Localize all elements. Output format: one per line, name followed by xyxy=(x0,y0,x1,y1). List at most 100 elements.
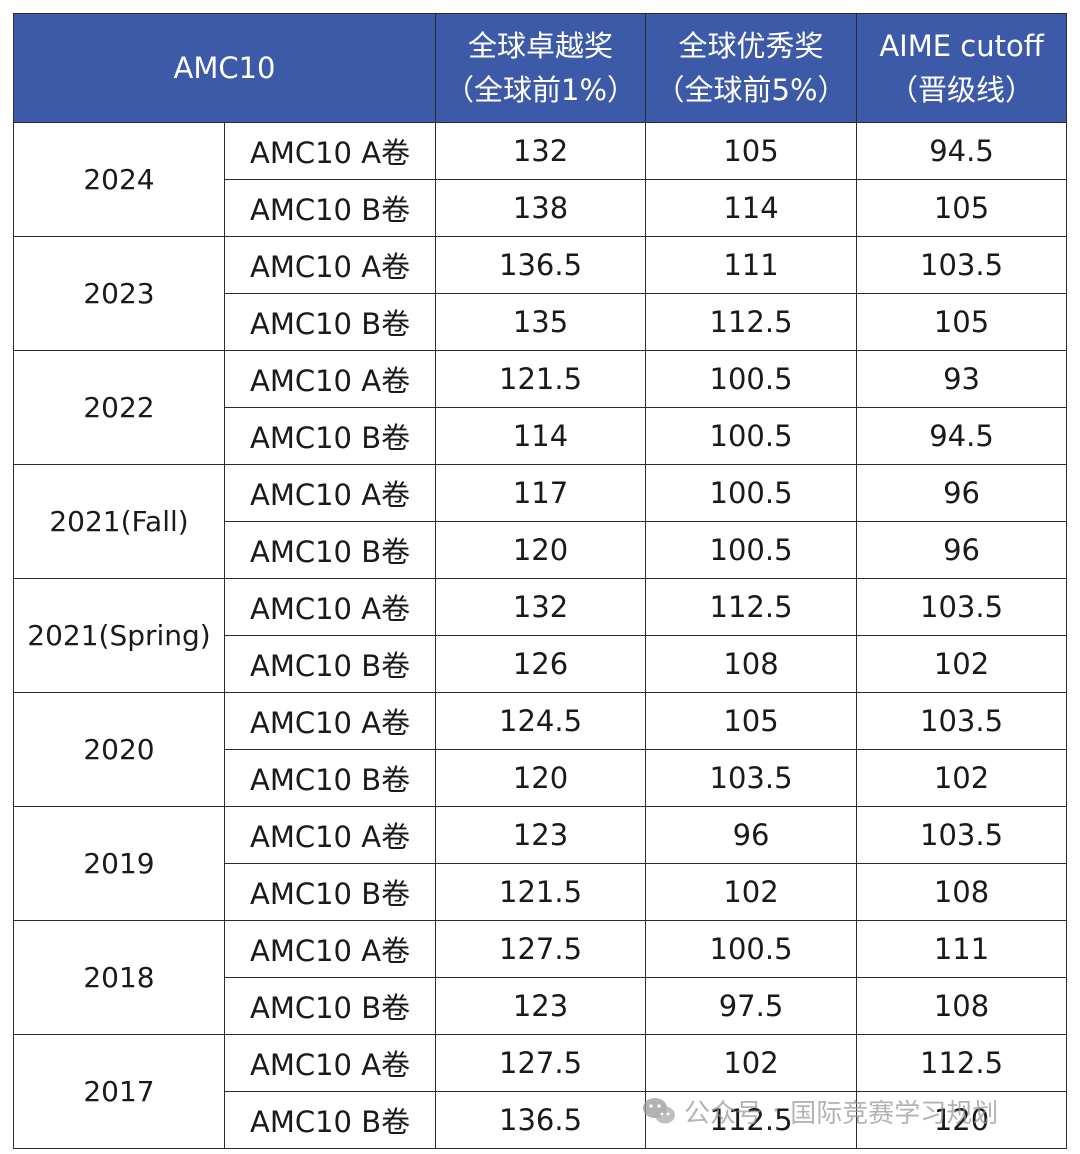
top5-score-cell: 100.5 xyxy=(645,521,858,579)
header-top5-percent: 全球优秀奖 （全球前5%） xyxy=(645,13,858,123)
aime-cutoff-cell: 94.5 xyxy=(856,122,1068,180)
amc10-score-table: AMC10 全球卓越奖 （全球前1%） 全球优秀奖 （全球前5%） AIME c… xyxy=(12,13,1068,1149)
table-row: 2020 AMC10 A卷 124.5 105 103.5 xyxy=(13,692,1068,807)
top5-score-cell: 114 xyxy=(645,179,858,237)
year-cell: 2021(Spring) xyxy=(13,578,225,693)
aime-cutoff-cell: 111 xyxy=(856,920,1068,978)
table-row: AMC10 B卷 120 100.5 96 xyxy=(14,521,1068,579)
aime-cutoff-cell: 93 xyxy=(856,350,1068,408)
top1-score-cell: 123 xyxy=(435,977,647,1035)
top1-score-cell: 120 xyxy=(435,749,647,807)
top1-score-cell: 135 xyxy=(435,293,647,351)
header-aime-line1: AIME cutoff xyxy=(879,29,1044,63)
year-cell: 2024 xyxy=(13,122,225,237)
top5-score-cell: 96 xyxy=(645,806,858,864)
paper-cell: AMC10 B卷 xyxy=(223,521,437,579)
watermark: 公众号 · 国际竞赛学习规划 xyxy=(642,1092,998,1130)
top1-score-cell: 126 xyxy=(435,635,647,693)
top5-score-cell: 100.5 xyxy=(645,464,858,522)
table-row: 2017 AMC10 A卷 127.5 102 112.5 xyxy=(13,1034,1068,1149)
paper-cell: AMC10 B卷 xyxy=(223,1091,437,1149)
top5-score-cell: 105 xyxy=(645,692,858,750)
aime-cutoff-cell: 102 xyxy=(856,635,1068,693)
top5-score-cell: 105 xyxy=(645,122,858,180)
aime-cutoff-cell: 103.5 xyxy=(856,236,1068,294)
table-body: 2024 AMC10 A卷 132 105 94.5 AMC10 B卷 138 114 105 2… xyxy=(13,122,1068,1149)
paper-cell: AMC10 B卷 xyxy=(223,863,437,921)
watermark-account: 国际竞赛学习规划 xyxy=(790,1098,999,1129)
header-top1-line2: （全球前1%） xyxy=(445,73,637,107)
table-row: 2022 AMC10 A卷 121.5 100.5 93 xyxy=(13,350,1068,465)
aime-cutoff-cell: 112.5 xyxy=(856,1034,1068,1092)
table-row: 2019 AMC10 A卷 123 96 103.5 xyxy=(13,806,1068,921)
paper-cell: AMC10 A卷 xyxy=(223,236,437,294)
table-row: 2021(Spring) AMC10 A卷 132 112.5 103.5 xyxy=(13,578,1068,693)
table-row: 2021(Fall) AMC10 A卷 117 100.5 96 xyxy=(13,464,1068,579)
aime-cutoff-cell: 94.5 xyxy=(856,407,1068,465)
aime-cutoff-cell: 96 xyxy=(856,464,1068,522)
year-cell: 2020 xyxy=(13,692,225,807)
table-row: AMC10 B卷 121.5 102 108 xyxy=(14,863,1068,921)
aime-cutoff-cell: 105 xyxy=(856,293,1068,351)
top5-score-cell: 112.5 xyxy=(645,1091,858,1149)
top5-score-cell: 100.5 xyxy=(645,920,858,978)
header-top5-line1: 全球优秀奖 xyxy=(678,29,824,63)
table-row: AMC10 B卷 126 108 102 xyxy=(14,635,1068,693)
header-top5-line2: （全球前5%） xyxy=(655,73,847,107)
aime-cutoff-cell: 103.5 xyxy=(856,806,1068,864)
top1-score-cell: 138 xyxy=(435,179,647,237)
top1-score-cell: 136.5 xyxy=(435,1091,647,1149)
table-row: AMC10 B卷 120 103.5 102 xyxy=(14,749,1068,807)
year-cell: 2022 xyxy=(13,350,225,465)
watermark-separator: · xyxy=(772,1096,781,1126)
top1-score-cell: 121.5 xyxy=(435,350,647,408)
paper-cell: AMC10 B卷 xyxy=(223,977,437,1035)
table-header-row: AMC10 全球卓越奖 （全球前1%） 全球优秀奖 （全球前5%） AIME c… xyxy=(12,13,1068,123)
paper-cell: AMC10 B卷 xyxy=(223,407,437,465)
header-aime-cutoff: AIME cutoff （晋级线） xyxy=(856,13,1068,123)
top5-score-cell: 97.5 xyxy=(645,977,858,1035)
top1-score-cell: 120 xyxy=(435,521,647,579)
paper-cell: AMC10 B卷 xyxy=(223,749,437,807)
paper-cell: AMC10 A卷 xyxy=(223,1034,437,1092)
aime-cutoff-cell: 103.5 xyxy=(856,692,1068,750)
header-aime-line2: （晋级线） xyxy=(889,73,1035,107)
watermark-source: 公众号 xyxy=(684,1098,763,1129)
aime-cutoff-cell: 102 xyxy=(856,749,1068,807)
top1-score-cell: 114 xyxy=(435,407,647,465)
paper-cell: AMC10 A卷 xyxy=(223,122,437,180)
year-cell: 2018 xyxy=(13,920,225,1035)
top1-score-cell: 136.5 xyxy=(435,236,647,294)
aime-cutoff-cell: 120 xyxy=(856,1091,1068,1149)
aime-cutoff-cell: 108 xyxy=(856,977,1068,1035)
top5-score-cell: 112.5 xyxy=(645,578,858,636)
header-title: AMC10 xyxy=(12,13,437,123)
paper-cell: AMC10 B卷 xyxy=(223,635,437,693)
aime-cutoff-cell: 96 xyxy=(856,521,1068,579)
table-row: 2024 AMC10 A卷 132 105 94.5 xyxy=(13,122,1068,237)
paper-cell: AMC10 A卷 xyxy=(223,692,437,750)
top5-score-cell: 112.5 xyxy=(645,293,858,351)
paper-cell: AMC10 A卷 xyxy=(223,578,437,636)
top1-score-cell: 132 xyxy=(435,578,647,636)
header-top1-percent: 全球卓越奖 （全球前1%） xyxy=(435,13,647,123)
top1-score-cell: 117 xyxy=(435,464,647,522)
wechat-icon xyxy=(643,1098,675,1124)
aime-cutoff-cell: 103.5 xyxy=(856,578,1068,636)
top1-score-cell: 127.5 xyxy=(435,1034,647,1092)
top1-score-cell: 121.5 xyxy=(435,863,647,921)
paper-cell: AMC10 A卷 xyxy=(223,806,437,864)
top5-score-cell: 100.5 xyxy=(645,407,858,465)
top5-score-cell: 108 xyxy=(645,635,858,693)
header-top1-line1: 全球卓越奖 xyxy=(468,29,614,63)
year-cell: 2023 xyxy=(13,236,225,351)
top1-score-cell: 132 xyxy=(435,122,647,180)
table-row: AMC10 B卷 114 100.5 94.5 xyxy=(14,407,1068,465)
top5-score-cell: 100.5 xyxy=(645,350,858,408)
top5-score-cell: 102 xyxy=(645,1034,858,1092)
paper-cell: AMC10 A卷 xyxy=(223,920,437,978)
paper-cell: AMC10 B卷 xyxy=(223,179,437,237)
paper-cell: AMC10 A卷 xyxy=(223,464,437,522)
paper-cell: AMC10 A卷 xyxy=(223,350,437,408)
top1-score-cell: 124.5 xyxy=(435,692,647,750)
